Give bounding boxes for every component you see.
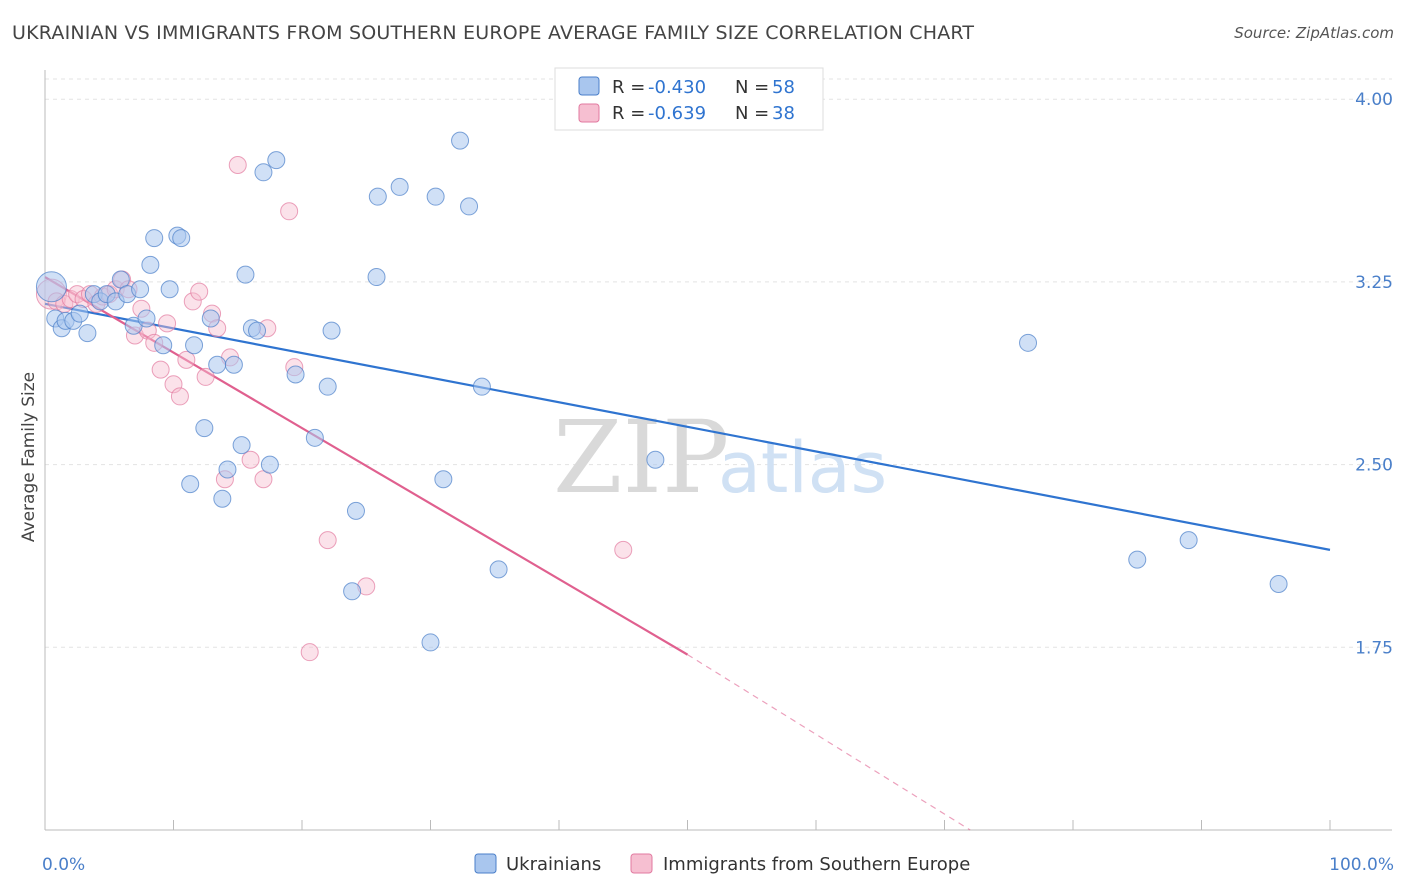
point-ukrainians-27 [213,489,232,508]
point-ukrainians-43 [367,268,386,287]
point-ukrainians-45 [390,177,409,196]
legend-n-value-2: 38 [772,103,795,124]
point-ukrainians-34 [254,163,273,182]
point-ukrainians-55 [1128,550,1147,569]
chart-source: Source: ZipAtlas.com [1234,24,1394,42]
y-tick-label-1: 2.50 [1355,456,1393,476]
legend-swatch-ukrainians [578,76,600,96]
legend-n-value-1: 58 [772,77,795,98]
point-immigrants-21 [177,350,196,369]
point-ukrainians-14 [131,280,150,299]
y-tick-label-0: 1.75 [1355,638,1393,658]
legend-r-value-1: -0.430 [648,77,706,98]
y-tick-labels: 1.75 2.50 3.25 4.00 [1355,90,1393,658]
point-ukrainians-29 [224,355,243,374]
x-tick-label-min: 0.0% [42,855,85,875]
point-ukrainians-31 [236,265,255,284]
point-immigrants-29 [228,156,247,174]
point-ukrainians-47 [426,187,445,206]
point-ukrainians-54 [1019,333,1038,352]
point-immigrants-33 [280,202,299,221]
point-ukrainians-50 [460,197,479,216]
point-ukrainians-33 [248,321,267,340]
chart-title: UKRAINIAN VS IMMIGRANTS FROM SOUTHERN EU… [12,22,975,44]
legend-n-label-1: N = [735,77,769,98]
point-ukrainians-39 [318,377,337,396]
point-ukrainians-17 [145,229,164,248]
point-ukrainians-49 [451,131,470,150]
point-immigrants-20 [170,387,189,406]
point-immigrants-24 [196,367,215,386]
trend-line-ukrainians [44,302,1331,551]
watermark: ZIP atlas [553,399,887,516]
point-ukrainians-53 [646,450,665,469]
point-immigrants-38 [614,540,633,559]
point-ukrainians-38 [305,428,324,447]
legend-n-label-2: N = [735,103,769,124]
point-ukrainians-21 [172,229,191,248]
trend-line-immigrants-extension [687,654,971,831]
point-ukrainians-6 [78,324,97,343]
point-immigrants-36 [318,531,337,550]
point-ukrainians-30 [232,436,251,455]
point-ukrainians-42 [346,501,365,520]
point-ukrainians-41 [343,582,362,601]
correlation-legend: R = -0.430 N = 58 R = -0.639 N = 38 [554,67,824,131]
legend-r-label-1: R = [612,77,645,98]
point-immigrants-30 [241,450,260,469]
point-immigrants-18 [158,314,177,333]
point-ukrainians-23 [185,336,204,355]
point-ukrainians-57 [1269,574,1288,593]
x-tick-label-max: 100.0% [1329,855,1394,875]
legend-r-label-2: R = [612,103,645,124]
point-ukrainians-40 [322,321,341,340]
data-points [35,131,1288,662]
point-ukrainians-16 [141,255,160,274]
point-ukrainians-26 [208,355,227,374]
point-immigrants-17 [151,360,170,379]
y-axis-label: Average Family Size [19,372,39,542]
point-ukrainians-22 [181,475,200,494]
point-ukrainians-48 [434,470,453,489]
point-ukrainians-24 [195,419,214,438]
bottom-legend-swatch-immigrants [630,853,653,874]
point-ukrainians-37 [286,365,305,384]
point-ukrainians-19 [160,280,179,299]
bottom-legend-swatch-ukrainians [474,853,497,874]
point-immigrants-23 [190,282,209,301]
point-ukrainians-0 [35,271,67,303]
legend-swatch-immigrants [578,103,600,123]
bottom-legend-ukrainians: Ukrainians [506,854,601,875]
point-ukrainians-5 [70,304,89,323]
point-ukrainians-25 [201,309,220,328]
point-ukrainians-56 [1179,531,1198,550]
point-ukrainians-52 [489,560,508,579]
watermark-atlas: atlas [718,427,887,509]
x-tick-labels: 0.0% 100.0% [42,855,1394,875]
series-legend: Ukrainians Immigrants from Southern Euro… [474,853,970,875]
point-immigrants-35 [300,643,319,662]
trend-lines [44,276,1331,831]
legend-r-value-2: -0.639 [648,103,706,124]
trend-line-immigrants [44,276,689,656]
point-ukrainians-35 [260,455,279,474]
y-tick-label-3: 4.00 [1355,90,1393,110]
point-immigrants-22 [183,292,202,311]
point-ukrainians-51 [472,377,491,396]
point-ukrainians-44 [368,187,387,206]
watermark-zip: ZIP [553,399,729,516]
y-tick-label-2: 3.25 [1355,273,1393,293]
axes [44,70,1392,831]
point-ukrainians-46 [421,633,440,652]
point-ukrainians-28 [218,460,237,479]
point-ukrainians-15 [137,309,156,328]
point-ukrainians-36 [267,151,286,170]
point-ukrainians-18 [154,336,173,355]
bottom-legend-immigrants: Immigrants from Southern Europe [663,854,970,875]
grid-lines [45,78,1392,648]
